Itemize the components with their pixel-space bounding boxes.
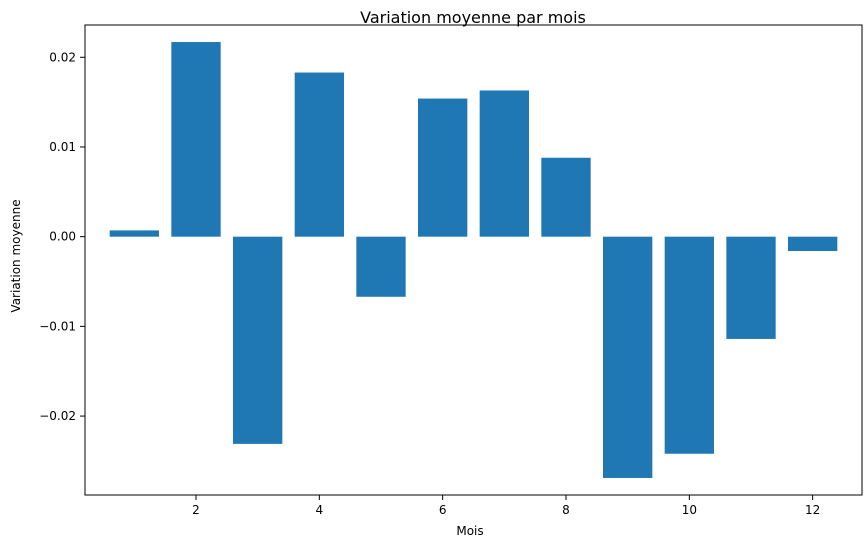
bar-month-11 (726, 236, 776, 339)
y-tick-label: −0.01 (39, 319, 76, 333)
y-tick-label: 0.02 (49, 50, 76, 64)
x-tick-label: 8 (562, 503, 570, 517)
bar-month-5 (356, 236, 406, 297)
chart-title: Variation moyenne par mois (360, 8, 586, 27)
y-tick-label: 0.00 (49, 230, 76, 244)
bar-month-4 (294, 72, 344, 237)
x-tick-label: 12 (805, 503, 820, 517)
y-tick-label: 0.01 (49, 140, 76, 154)
bar-month-8 (541, 157, 591, 237)
bar-month-6 (418, 98, 468, 237)
bar-month-7 (479, 90, 529, 237)
bar-month-9 (603, 236, 653, 478)
x-tick-label: 10 (682, 503, 697, 517)
y-axis-label: Variation moyenne (9, 199, 23, 312)
bar-month-2 (171, 42, 221, 237)
plot-frame (84, 24, 863, 496)
x-axis-label: Mois (456, 524, 483, 538)
plot-area (84, 24, 863, 496)
y-tick-label: −0.02 (39, 409, 76, 423)
bar-month-1 (109, 230, 159, 237)
x-tick-label: 4 (316, 503, 324, 517)
x-tick-label: 6 (439, 503, 447, 517)
bars (109, 42, 838, 478)
x-tick-label: 2 (192, 503, 200, 517)
y-axis: 0.02 0.01 0.00 −0.01 −0.02 (39, 50, 85, 423)
x-axis: 2 4 6 8 10 12 (192, 495, 820, 517)
bar-month-10 (664, 236, 714, 454)
bar-month-3 (233, 236, 283, 444)
bar-month-12 (788, 236, 838, 252)
